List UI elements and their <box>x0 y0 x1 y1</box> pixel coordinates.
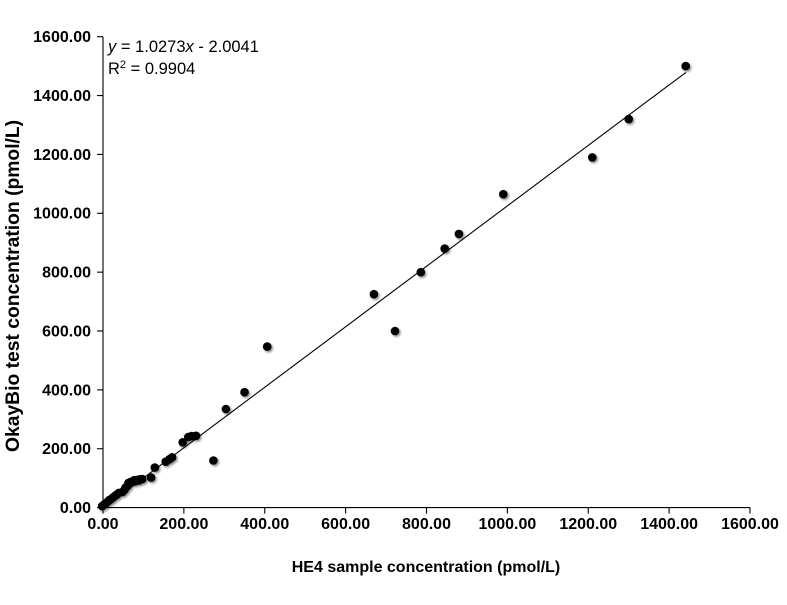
svg-text:0.00: 0.00 <box>87 516 118 533</box>
svg-text:600.00: 600.00 <box>42 323 91 340</box>
svg-text:200.00: 200.00 <box>159 516 208 533</box>
svg-text:HE4 sample concentration (pmo: HE4 sample concentration (pmol/L) <box>292 559 560 576</box>
svg-text:0.00: 0.00 <box>60 500 91 517</box>
svg-text:400.00: 400.00 <box>240 516 289 533</box>
svg-text:1000.00: 1000.00 <box>33 206 91 223</box>
svg-text:1600.00: 1600.00 <box>721 516 779 533</box>
svg-text:1000.00: 1000.00 <box>478 516 536 533</box>
svg-text:1400.00: 1400.00 <box>640 516 698 533</box>
svg-text:1200.00: 1200.00 <box>33 147 91 164</box>
svg-text:600.00: 600.00 <box>321 516 370 533</box>
svg-text:1600.00: 1600.00 <box>33 29 91 46</box>
svg-text:400.00: 400.00 <box>42 382 91 399</box>
svg-text:200.00: 200.00 <box>42 441 91 458</box>
svg-text:800.00: 800.00 <box>402 516 451 533</box>
svg-text:y = 1.0273x - 2.0041: y = 1.0273x - 2.0041 <box>107 38 259 56</box>
svg-text:1200.00: 1200.00 <box>559 516 617 533</box>
svg-text:1400.00: 1400.00 <box>33 88 91 105</box>
svg-text:800.00: 800.00 <box>42 265 91 282</box>
